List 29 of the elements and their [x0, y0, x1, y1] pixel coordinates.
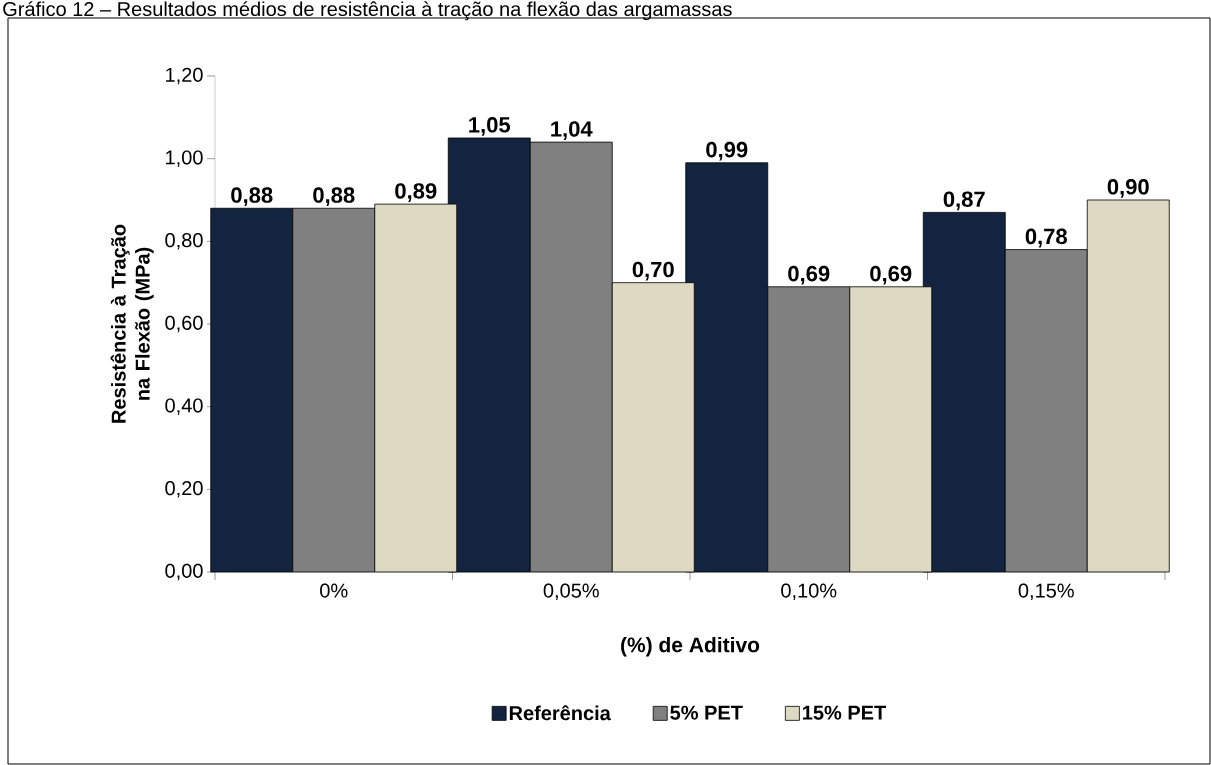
- data-label: 0,89: [395, 183, 437, 202]
- y-axis-title: Resistência à Tração na Flexão (MPa): [110, 224, 154, 423]
- x-tick-label: 0,10%: [781, 583, 837, 601]
- data-label: 0,69: [788, 265, 830, 285]
- y-tick-label: 0,00: [165, 563, 203, 581]
- chart-title: Gráfico 12 – Resultados médios de resistência à tração na flexão das argamassas: [3, 1, 732, 21]
- y-tick-label: 0,40: [165, 398, 203, 415]
- data-label: 0,78: [1025, 228, 1067, 248]
- y-tick-label: 0,20: [165, 481, 203, 498]
- x-tick-label: 0,05%: [543, 583, 599, 601]
- x-axis-title: (%) de Aditivo: [621, 636, 760, 657]
- data-label: 0,88: [231, 187, 273, 207]
- data-label: 1,04: [551, 121, 593, 140]
- y-tick-label: 0,60: [165, 315, 203, 333]
- data-label: 0,87: [943, 191, 985, 211]
- legend-label: 5% PET: [670, 705, 743, 720]
- data-label: 0,88: [313, 187, 355, 207]
- y-tick-label: 0,80: [165, 233, 203, 250]
- data-label: 0,99: [706, 141, 748, 161]
- y-tick-label: 1,00: [166, 150, 203, 167]
- data-label: 0,70: [632, 261, 674, 281]
- y-tick-label: 1,20: [166, 67, 203, 85]
- x-tick-label: 0,15%: [1018, 583, 1074, 601]
- data-label: 0,90: [1107, 179, 1149, 198]
- legend-label: 15% PET: [803, 705, 887, 720]
- legend-label: Referência: [509, 705, 611, 721]
- data-label: 0,69: [870, 265, 912, 285]
- data-label: 1,05: [469, 117, 511, 136]
- x-tick-label: 0%: [320, 583, 348, 598]
